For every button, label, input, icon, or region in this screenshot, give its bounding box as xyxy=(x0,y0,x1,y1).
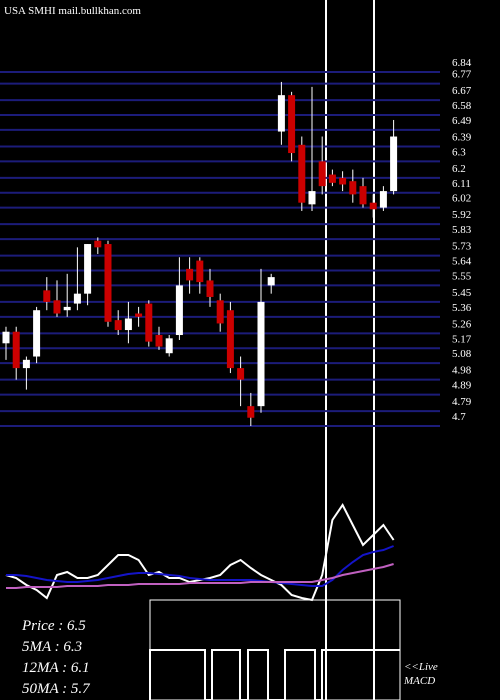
candle-body xyxy=(349,181,357,195)
candle-body xyxy=(186,268,194,281)
info-5ma: 5MA : 6.3 xyxy=(22,639,82,655)
y-tick-label: 4.89 xyxy=(452,380,472,392)
candle-body xyxy=(124,318,132,331)
candle-body xyxy=(379,191,387,208)
candle-body xyxy=(257,301,265,407)
live-label: <<Live xyxy=(404,661,438,673)
y-tick-label: 6.77 xyxy=(452,69,472,81)
candle-body xyxy=(288,95,296,154)
y-tick-label: 4.79 xyxy=(452,396,472,408)
y-tick-label: 5.08 xyxy=(452,348,472,360)
y-tick-label: 4.7 xyxy=(452,411,466,423)
candle-body xyxy=(318,161,326,187)
candle-body xyxy=(237,368,245,380)
candle-body xyxy=(298,144,306,203)
y-tick-label: 6.02 xyxy=(452,193,471,205)
y-tick-label: 5.83 xyxy=(452,224,472,236)
candle-body xyxy=(206,280,214,297)
candle-body xyxy=(369,202,377,210)
y-tick-label: 5.55 xyxy=(452,270,472,282)
candle-body xyxy=(175,285,183,336)
candle-body xyxy=(308,191,316,205)
candle-body xyxy=(247,406,255,418)
y-tick-label: 6.84 xyxy=(452,57,472,69)
indicator-line xyxy=(6,563,394,589)
y-tick-label: 6.39 xyxy=(452,131,472,143)
y-tick-label: 5.17 xyxy=(452,333,472,345)
candle-body xyxy=(63,306,71,311)
candle-body xyxy=(155,335,163,347)
candle-body xyxy=(359,186,367,205)
y-tick-label: 5.92 xyxy=(452,209,471,221)
y-tick-label: 4.98 xyxy=(452,365,472,377)
candle-body xyxy=(328,174,336,183)
y-tick-label: 6.67 xyxy=(452,85,472,97)
candle-body xyxy=(216,300,224,324)
candle-body xyxy=(94,240,102,248)
candle-body xyxy=(33,310,41,357)
y-tick-label: 6.3 xyxy=(452,146,466,158)
chart-title: USA SMHI mail.bullkhan.com xyxy=(4,5,141,17)
y-tick-label: 6.49 xyxy=(452,115,472,127)
info-12ma: 12MA : 6.1 xyxy=(22,660,90,676)
candle-body xyxy=(196,260,204,283)
y-tick-label: 6.58 xyxy=(452,100,472,112)
candle-body xyxy=(390,136,398,192)
candle-body xyxy=(53,300,61,314)
candle-body xyxy=(104,244,112,322)
y-tick-label: 6.11 xyxy=(452,178,471,190)
candle-body xyxy=(12,331,20,369)
y-tick-label: 5.73 xyxy=(452,241,472,253)
y-tick-label: 5.36 xyxy=(452,302,472,314)
info-price: Price : 6.5 xyxy=(21,618,86,634)
y-tick-label: 5.64 xyxy=(452,256,472,268)
candle-body xyxy=(73,293,81,304)
indicator-line xyxy=(6,545,394,587)
candle-body xyxy=(43,290,51,302)
macd-label: MACD xyxy=(403,675,435,687)
candle-body xyxy=(114,320,122,331)
candle-body xyxy=(277,95,285,132)
candle-body xyxy=(165,338,173,354)
candle-body xyxy=(226,310,234,369)
y-tick-label: 5.45 xyxy=(452,287,472,299)
candle-body xyxy=(84,244,92,294)
candle-body xyxy=(135,313,143,317)
candle-body xyxy=(22,359,30,369)
candle-body xyxy=(339,177,347,185)
y-tick-label: 5.26 xyxy=(452,318,472,330)
info-50ma: 50MA : 5.7 xyxy=(22,681,91,697)
candle-body xyxy=(267,277,275,286)
y-tick-label: 6.2 xyxy=(452,163,466,175)
candle-body xyxy=(2,331,10,344)
candle-body xyxy=(145,303,153,342)
macd-signal xyxy=(149,649,400,700)
